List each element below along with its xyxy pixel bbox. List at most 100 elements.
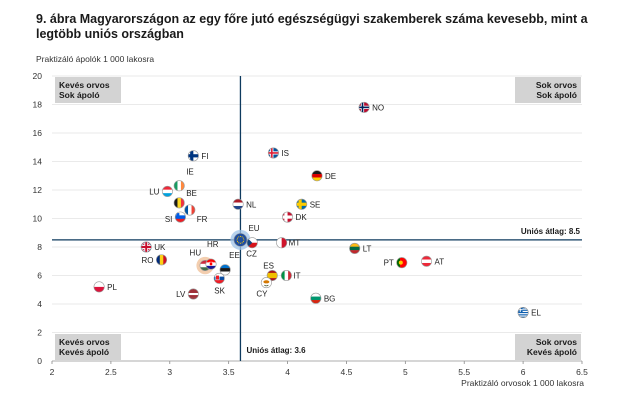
point-label: CZ [246,250,257,259]
data-point-si [174,211,186,223]
point-label: LT [363,244,372,253]
y-tick-label: 18 [33,100,43,110]
quadrant-text: Sok orvos [536,337,577,347]
lv-flag-icon [188,288,199,300]
data-point-es [266,270,278,281]
quadrant-box [515,77,581,103]
eu-average-x-label: Uniós átlag: 3.6 [246,346,306,355]
bg-flag-icon [310,293,322,304]
lt-flag-icon [349,243,360,254]
is-flag-icon [268,147,279,159]
at-flag-icon [421,256,432,267]
data-point-sk [213,272,225,284]
point-label: NL [246,200,257,209]
data-point-uk [140,241,152,253]
data-point-fi [187,150,199,162]
data-point-at [421,255,433,267]
chart-title: 9. ábra Magyarországon az egy főre jutó … [36,12,588,41]
point-label: MT [289,239,301,248]
y-tick-label: 6 [37,271,42,281]
y-tick-label: 14 [33,157,43,167]
data-point-it [280,270,292,281]
point-label: SK [214,286,225,295]
quadrant-box [55,77,121,103]
sk-flag-icon [214,273,225,284]
quadrant-box [55,334,121,360]
be-flag-icon [174,197,185,209]
data-point-pl [93,281,105,293]
point-label: LV [176,290,186,299]
point-label: SI [165,215,173,224]
data-point-de [311,170,323,182]
mt-flag-icon [276,237,287,248]
ee-flag-icon [219,264,231,275]
data-point-no [358,101,370,113]
data-point-nl [232,198,244,210]
point-label: EE [229,251,240,260]
hu-flag-icon [199,260,211,271]
ro-flag-icon [156,254,167,266]
quadrant-text: Sok ápoló [59,90,100,100]
data-point-be [173,197,185,209]
data-point-mt [276,237,288,249]
data-point-hr [205,258,217,270]
point-label: PT [384,259,394,268]
x-tick-label: 4.5 [341,367,353,377]
y-tick-label: 8 [37,242,42,252]
point-label: HU [190,249,202,258]
y-tick-label: 2 [37,328,42,338]
pl-flag-icon [93,281,105,293]
point-label: UK [154,243,166,252]
point-label: BE [186,189,197,198]
quadrant-text: Sok orvos [536,80,577,90]
point-label: ES [263,262,274,271]
point-label: RO [142,256,154,265]
se-flag-icon [296,199,307,210]
y-tick-label: 20 [33,71,43,81]
ie-flag-icon [174,180,185,191]
quadrant-text: Kevés orvos [59,80,110,90]
x-tick-label: 3 [167,367,172,377]
eu-flag-icon [233,233,247,247]
y-tick-label: 0 [37,356,42,366]
point-label: NO [372,103,384,112]
no-flag-icon [358,102,370,113]
data-point-lv [187,288,199,300]
data-point-ie [173,180,185,192]
x-axis-title: Praktizáló orvosok 1 000 lakosra [461,378,584,388]
point-label: PL [107,283,117,292]
data-point-ee [219,264,231,276]
fi-flag-icon [188,150,199,161]
si-flag-icon [175,211,186,223]
point-label: AT [435,257,445,266]
data-point-bg [310,292,322,304]
y-axis-title: Praktizáló ápolók 1 000 lakosra [36,54,154,64]
point-label: FI [201,152,208,161]
point-label: IS [281,149,289,158]
point-label: CY [256,290,268,299]
point-label: HR [207,240,219,249]
lu-flag-icon [162,186,173,197]
nl-flag-icon [232,199,244,210]
point-label: BG [324,294,336,303]
quadrant-text: Kevés ápoló [59,347,109,357]
x-tick-label: 5.5 [458,367,470,377]
point-label: IT [293,272,300,281]
data-point-cy [260,277,272,289]
x-tick-label: 6 [521,367,526,377]
y-tick-label: 10 [33,214,43,224]
y-tick-label: 12 [33,185,43,195]
quadrant-text: Kevés orvos [59,337,110,347]
data-point-is [267,147,279,159]
data-point-el [517,307,529,319]
point-label: EL [531,309,541,318]
x-tick-label: 4 [285,367,290,377]
it-flag-icon [281,270,292,281]
data-point-cz [246,237,258,249]
eu-average-y-label: Uniós átlag: 8.5 [521,227,581,236]
quadrant-text: Kevés ápoló [527,347,577,357]
data-point-ro [156,254,168,266]
